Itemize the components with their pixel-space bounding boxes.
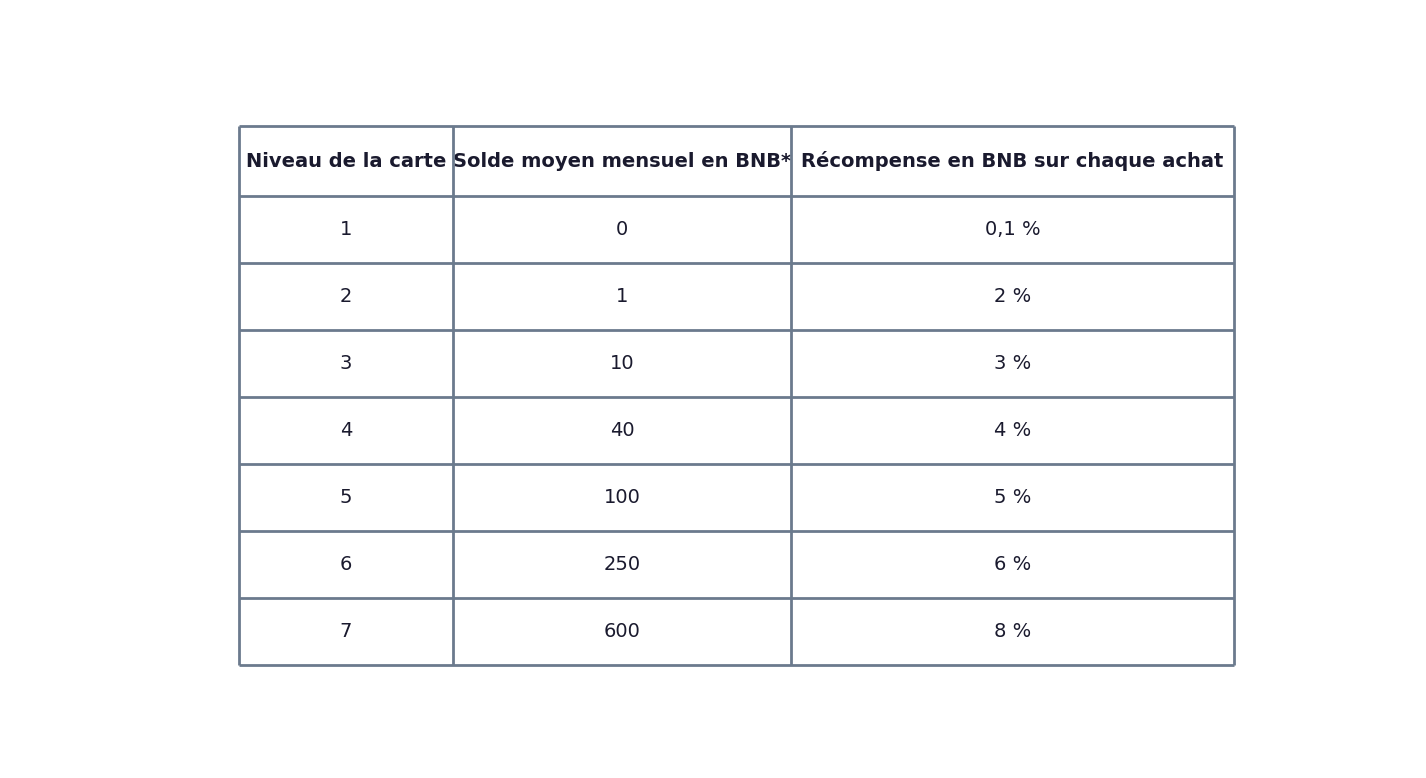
Text: 0,1 %: 0,1 % <box>984 220 1040 240</box>
Text: 40: 40 <box>610 422 635 440</box>
Text: 5: 5 <box>339 489 352 507</box>
Text: 3: 3 <box>339 355 352 373</box>
Text: 1: 1 <box>339 220 352 240</box>
Text: 10: 10 <box>610 355 635 373</box>
Text: 4 %: 4 % <box>994 422 1031 440</box>
Text: 3 %: 3 % <box>994 355 1031 373</box>
Text: 600: 600 <box>603 622 640 641</box>
Text: 2: 2 <box>339 287 352 307</box>
Text: Solde moyen mensuel en BNB*: Solde moyen mensuel en BNB* <box>453 152 791 171</box>
Text: 7: 7 <box>339 622 352 641</box>
Text: 6 %: 6 % <box>994 555 1031 574</box>
Text: 1: 1 <box>616 287 629 307</box>
Text: 4: 4 <box>339 422 352 440</box>
Text: 5 %: 5 % <box>994 489 1031 507</box>
Text: 6: 6 <box>339 555 352 574</box>
Text: 2 %: 2 % <box>994 287 1031 307</box>
Text: Récompense en BNB sur chaque achat: Récompense en BNB sur chaque achat <box>801 152 1224 171</box>
Text: 0: 0 <box>616 220 627 240</box>
Text: 250: 250 <box>603 555 640 574</box>
Text: Niveau de la carte: Niveau de la carte <box>245 152 446 171</box>
Text: 100: 100 <box>603 489 640 507</box>
Text: 8 %: 8 % <box>994 622 1031 641</box>
